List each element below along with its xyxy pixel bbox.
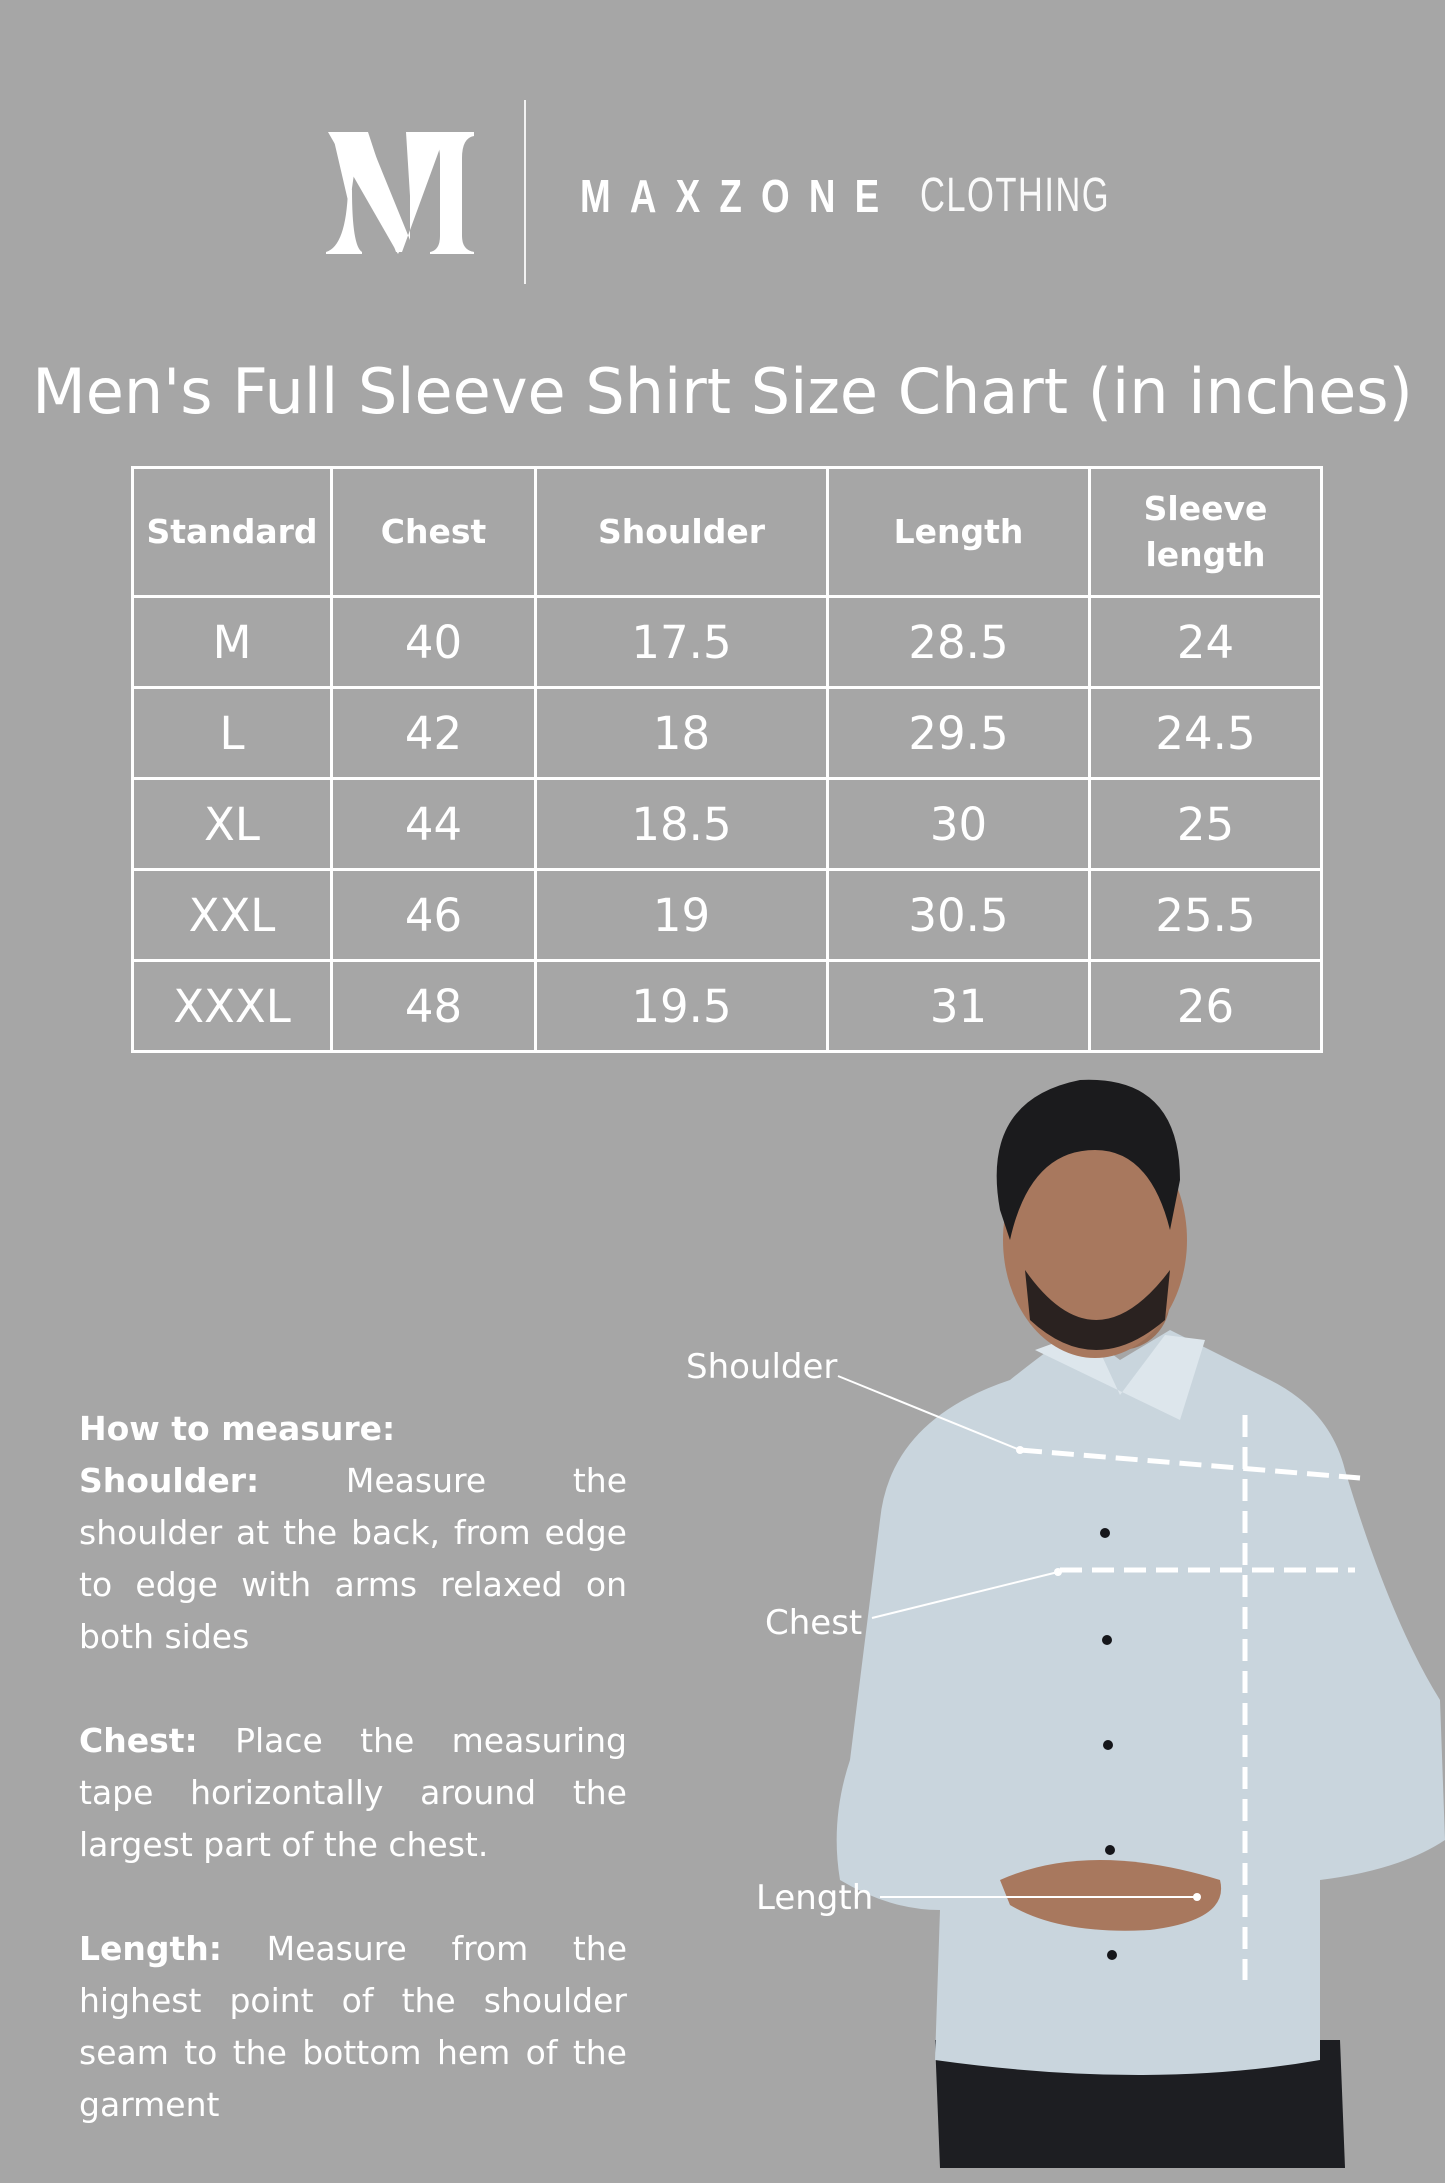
size-chart-table: Standard Chest Shoulder Length Sleeve le… bbox=[131, 466, 1323, 1053]
model-illustration bbox=[836, 1079, 1445, 2168]
how-to-heading: How to measure: bbox=[79, 1409, 396, 1448]
shoulder-instruction: Shoulder: Measure the shoulder at the ba… bbox=[79, 1455, 627, 1663]
leader-lines bbox=[837, 1375, 1195, 1898]
cell-chest: 44 bbox=[330, 777, 537, 871]
cell-chest: 42 bbox=[330, 686, 537, 780]
cell-shoulder: 17.5 bbox=[534, 595, 829, 689]
length-label: Length bbox=[756, 1878, 873, 1918]
how-to-measure: How to measure: Shoulder: Measure the sh… bbox=[79, 1403, 627, 2183]
instruction-label: Shoulder: bbox=[79, 1461, 260, 1500]
header-chest: Chest bbox=[330, 466, 537, 598]
cell-shoulder: 19 bbox=[534, 868, 829, 962]
instruction-text: Measure from the highest point of the sh… bbox=[79, 1929, 627, 2124]
header-sleeve-length: Sleeve length bbox=[1088, 466, 1323, 598]
cell-standard: L bbox=[131, 686, 333, 780]
cell-chest: 46 bbox=[330, 868, 537, 962]
cell-shoulder: 18 bbox=[534, 686, 829, 780]
instruction-text: Measure the shoulder at the back, from e… bbox=[79, 1461, 627, 1656]
chest-instruction: Chest: Place the measuring tape horizont… bbox=[79, 1715, 627, 1871]
instruction-label: Chest: bbox=[79, 1721, 198, 1760]
cell-shoulder: 18.5 bbox=[534, 777, 829, 871]
table-row: L 42 18 29.5 24.5 bbox=[131, 686, 1323, 780]
length-instruction: Length: Measure from the highest point o… bbox=[79, 1923, 627, 2131]
cell-standard: XXL bbox=[131, 868, 333, 962]
cell-standard: XL bbox=[131, 777, 333, 871]
cell-length: 30 bbox=[826, 777, 1091, 871]
table-header-row: Standard Chest Shoulder Length Sleeve le… bbox=[131, 466, 1323, 598]
cell-sleeve-length: 24.5 bbox=[1088, 686, 1323, 780]
instruction-text: Place the measuring tape horizontally ar… bbox=[79, 1721, 627, 1864]
header-length: Length bbox=[826, 466, 1091, 598]
cell-length: 30.5 bbox=[826, 868, 1091, 962]
table-row: XXL 46 19 30.5 25.5 bbox=[131, 868, 1323, 962]
cell-standard: M bbox=[131, 595, 333, 689]
shoulder-label: Shoulder bbox=[686, 1347, 837, 1387]
brand-suffix: CLOTHING bbox=[920, 169, 1111, 222]
logo-divider bbox=[524, 100, 526, 284]
cell-standard: XXXL bbox=[131, 959, 333, 1053]
cell-shoulder: 19.5 bbox=[534, 959, 829, 1053]
header-standard: Standard bbox=[131, 466, 333, 598]
cell-chest: 40 bbox=[330, 595, 537, 689]
brand-logo-mark bbox=[326, 132, 474, 254]
page-title: Men's Full Sleeve Shirt Size Chart (in i… bbox=[32, 355, 1413, 428]
brand-name: MAXZONE bbox=[580, 170, 899, 222]
cell-chest: 48 bbox=[330, 959, 537, 1053]
table-row: XXXL 48 19.5 31 26 bbox=[131, 959, 1323, 1053]
cell-sleeve-length: 25.5 bbox=[1088, 868, 1323, 962]
measurement-guides bbox=[1019, 1415, 1361, 1980]
chest-label: Chest bbox=[765, 1603, 862, 1643]
cell-sleeve-length: 24 bbox=[1088, 595, 1323, 689]
instruction-label: Length: bbox=[79, 1929, 222, 1968]
cell-sleeve-length: 26 bbox=[1088, 959, 1323, 1053]
cell-length: 31 bbox=[826, 959, 1091, 1053]
cell-length: 29.5 bbox=[826, 686, 1091, 780]
brand-wordmark: MAXZONE CLOTHING bbox=[580, 168, 1109, 224]
table-row: XL 44 18.5 30 25 bbox=[131, 777, 1323, 871]
cell-length: 28.5 bbox=[826, 595, 1091, 689]
header-shoulder: Shoulder bbox=[534, 466, 829, 598]
cell-sleeve-length: 25 bbox=[1088, 777, 1323, 871]
table-row: M 40 17.5 28.5 24 bbox=[131, 595, 1323, 689]
